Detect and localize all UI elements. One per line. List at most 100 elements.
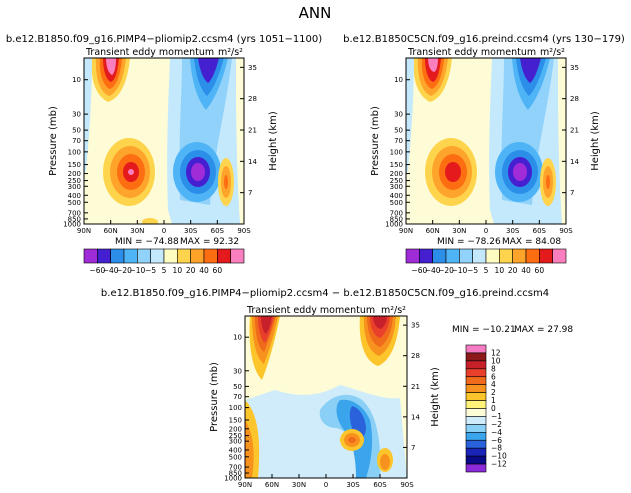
colorbar-swatch [465, 360, 487, 370]
colorbar-label: −10 [451, 266, 467, 275]
colorbar-label: 10 [491, 356, 501, 365]
contour-fill [106, 58, 116, 75]
y-tick-label: 300 [229, 438, 242, 446]
x-tick-label: 60N [104, 227, 118, 235]
x-tick-label: 0 [324, 481, 328, 489]
y-tick-label: 500 [68, 199, 81, 207]
min-label: MIN = −74.88 [115, 237, 179, 247]
height-tick-label: 28 [248, 95, 257, 103]
y-tick-label: 200 [229, 425, 242, 433]
y-axis-label: Pressure (mb) [370, 106, 381, 176]
contour-fill [142, 218, 158, 224]
height-axis-ticks: 35 28 21 14 7 [403, 322, 420, 452]
y-tick-label: 1000 [385, 221, 403, 229]
y-tick-label: 10 [72, 76, 81, 84]
colorbar-label: 1 [491, 396, 496, 405]
height-tick-label: 35 [248, 64, 257, 72]
height-tick-label: 28 [411, 352, 420, 360]
colorbar-label: 8 [491, 364, 496, 373]
y-tick-label: 400 [229, 446, 242, 454]
y-tick-label: 1000 [63, 221, 81, 229]
colorbar-label: 60 [213, 266, 223, 275]
colorbar-swatch [163, 248, 178, 264]
contour-fill [428, 58, 438, 72]
panel-subtitle: Transient eddy momentum [407, 47, 536, 58]
contour-fill [84, 58, 92, 175]
colorbar: −60−40−20−10 −5 5 10 20 40 60 [405, 248, 567, 275]
colorbar-swatch [465, 439, 487, 449]
colorbar-label: −40 [425, 266, 441, 275]
y-tick-label: 250 [68, 177, 81, 185]
colorbar-swatch [465, 416, 487, 425]
panel-subtitle: Transient eddy momentum [246, 305, 375, 316]
contour-field [84, 58, 244, 224]
y-tick-label: 50 [233, 383, 242, 391]
y-tick-label: 250 [229, 432, 242, 440]
height-tick-label: 14 [248, 158, 257, 166]
height-tick-label: 7 [411, 444, 415, 452]
colorbar-label: −5 [145, 266, 156, 275]
colorbar-swatch [465, 344, 487, 354]
colorbar-label: 20 [508, 266, 518, 275]
x-tick-label: 90S [237, 227, 251, 235]
colorbar-label: −6 [491, 436, 502, 445]
contour-fill [406, 58, 414, 175]
x-tick-label: 30S [506, 227, 520, 235]
colorbar-swatch [445, 248, 460, 264]
panel-title: b.e12.B1850.f09_g16.PIMP4−pliomip2.ccsm4… [101, 288, 549, 299]
y-tick-label: 150 [229, 416, 242, 424]
contour-fill [128, 169, 134, 175]
colorbar-label: −20 [116, 266, 132, 275]
colorbar-label: 5 [162, 266, 167, 275]
x-tick-label: 30S [346, 481, 360, 489]
y-tick-label: 10 [394, 76, 403, 84]
colorbar-swatch [465, 455, 487, 465]
y-tick-label: 850 [390, 215, 403, 223]
y-tick-label: 150 [390, 161, 403, 169]
x-tick-label: 30N [452, 227, 466, 235]
colorbar-swatch [525, 248, 540, 264]
colorbar-label: 10 [495, 266, 505, 275]
colorbar-label: −4 [491, 428, 502, 437]
colorbar-swatch [432, 248, 447, 264]
y-tick-label: 400 [68, 192, 81, 200]
colorbar-swatch [137, 248, 151, 264]
x-tick-label: 60S [211, 227, 225, 235]
colorbar-swatch [465, 392, 487, 401]
contour-fill [348, 437, 356, 443]
colorbar-swatch [465, 400, 487, 409]
y-tick-label: 50 [394, 127, 403, 135]
colorbar-swatch [552, 248, 567, 264]
colorbar-swatch [512, 248, 527, 264]
x-axis-ticks: 90N 60N 30N 0 30S 60S 90S [399, 220, 573, 235]
colorbar-swatch [539, 248, 553, 264]
height-tick-label: 35 [411, 322, 420, 330]
max-label: MAX = 92.32 [180, 237, 239, 247]
y-tick-label: 30 [394, 111, 403, 119]
x-tick-label: 30N [130, 227, 144, 235]
panel-title: b.e12.B1850.f09_g16.PIMP4−pliomip2.ccsm4… [6, 34, 322, 45]
y-tick-label: 200 [68, 170, 81, 178]
height-tick-label: 7 [570, 189, 574, 197]
contour-fill [445, 162, 461, 182]
colorbar-label: −8 [491, 444, 502, 453]
panel-difference: b.e12.B1850.f09_g16.PIMP4−pliomip2.ccsm4… [101, 288, 573, 489]
x-tick-label: 30N [292, 481, 306, 489]
right-axis-label: Height (km) [268, 111, 279, 171]
colorbar-swatch [97, 248, 111, 264]
colorbar-swatch [472, 248, 487, 264]
y-tick-label: 200 [390, 170, 403, 178]
max-label: MAX = 84.08 [502, 237, 561, 247]
y-tick-label: 250 [390, 177, 403, 185]
x-axis-ticks: 90N 60N 30N 0 30S 60S 90S [238, 474, 414, 489]
units-label: m²/s² [218, 47, 243, 58]
colorbar-label: −60 [89, 266, 105, 275]
colorbar-swatch [177, 248, 191, 264]
right-axis-label: Height (km) [430, 367, 441, 427]
colorbar-swatch [110, 248, 125, 264]
x-tick-label: 0 [484, 227, 488, 235]
x-tick-label: 90N [399, 227, 413, 235]
